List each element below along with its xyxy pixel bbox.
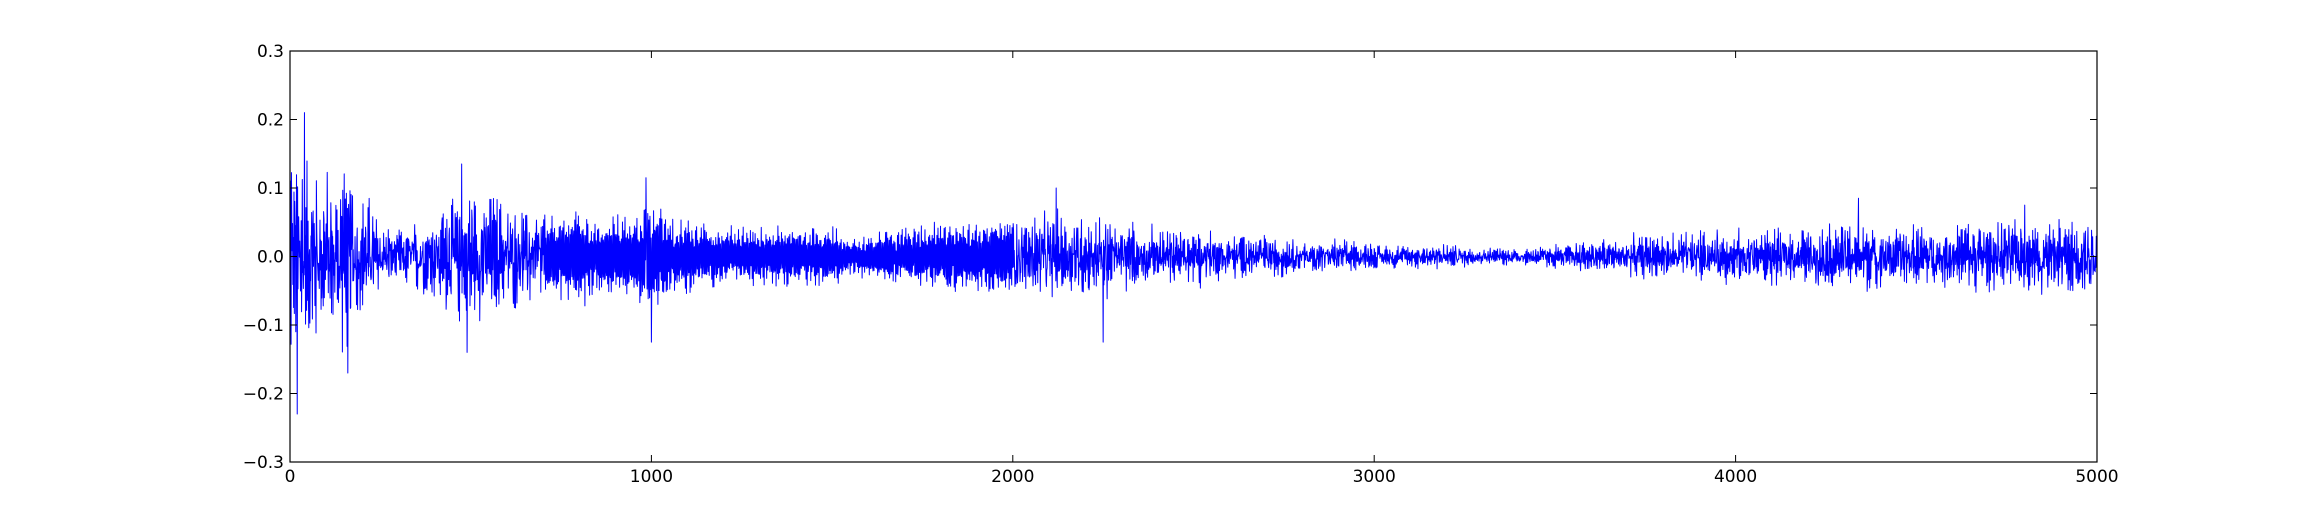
y-tick-label: 0.0: [257, 248, 284, 268]
series-layer: [289, 112, 2098, 415]
y-tick-label: −0.1: [243, 316, 284, 336]
x-tick-label: 5000: [2075, 467, 2118, 487]
y-tick-label: 0.1: [257, 179, 284, 199]
y-tick-label: −0.3: [243, 453, 284, 473]
x-tick-label: 4000: [1714, 467, 1757, 487]
tick-label-layer: 0 1000 2000 3000 4000 5000 0.3 0.2 0.1 0.0 −0.1 −0.…: [243, 42, 2119, 487]
y-tick-label: 0.3: [257, 42, 284, 62]
x-tick-label: 0: [285, 467, 296, 487]
x-tick-label: 3000: [1353, 467, 1396, 487]
x-tick-label: 2000: [991, 467, 1034, 487]
x-tick-label: 1000: [630, 467, 673, 487]
y-tick-label: 0.2: [257, 111, 284, 131]
waveform-series-line: [289, 112, 2098, 415]
y-tick-label: −0.2: [243, 385, 284, 405]
tick-layer: [289, 50, 2098, 463]
